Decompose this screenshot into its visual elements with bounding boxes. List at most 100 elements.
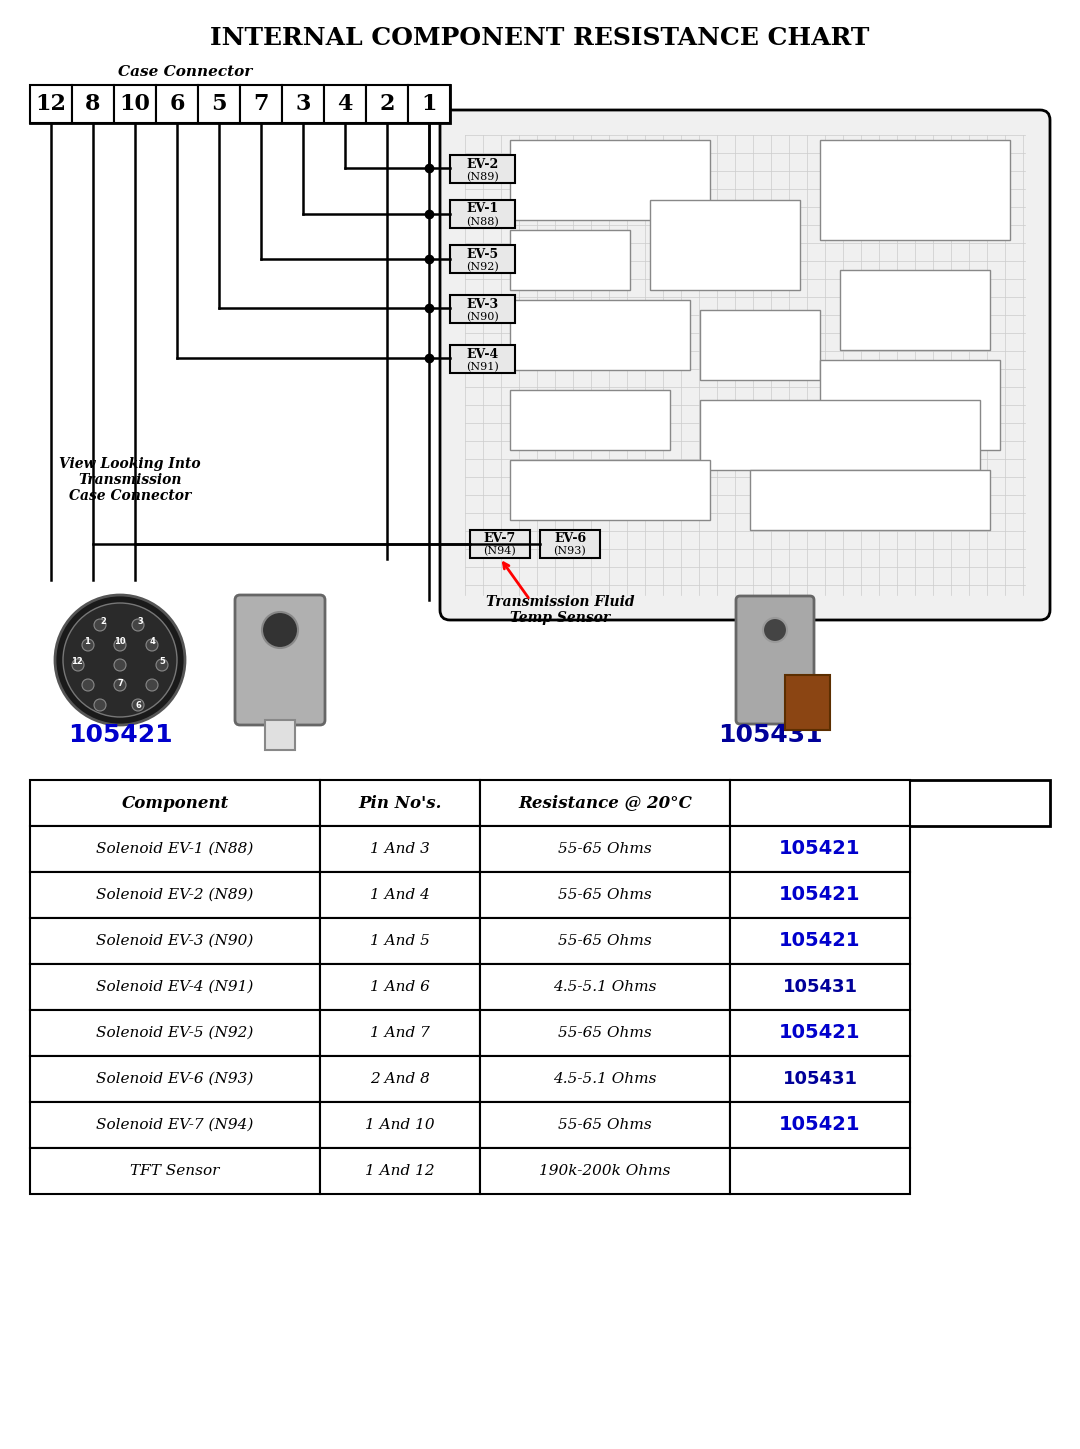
Text: INTERNAL COMPONENT RESISTANCE CHART: INTERNAL COMPONENT RESISTANCE CHART	[211, 26, 869, 51]
Text: 55-65 Ohms: 55-65 Ohms	[558, 842, 652, 856]
Bar	[30, 1056, 320, 1103]
Bar	[700, 400, 980, 469]
Text: 105421: 105421	[68, 723, 173, 748]
Text: 55-65 Ohms: 55-65 Ohms	[558, 1026, 652, 1040]
Bar	[282, 85, 324, 123]
Bar	[730, 780, 910, 826]
Bar	[30, 780, 1050, 826]
Circle shape	[72, 659, 84, 671]
Text: EV-6: EV-6	[554, 532, 586, 545]
Bar	[324, 85, 366, 123]
Text: 1 And 7: 1 And 7	[370, 1026, 430, 1040]
Bar	[320, 826, 480, 872]
Text: 1 And 5: 1 And 5	[370, 935, 430, 948]
Circle shape	[82, 639, 94, 651]
Text: 105431: 105431	[783, 978, 858, 995]
Circle shape	[82, 680, 94, 691]
Bar	[408, 85, 450, 123]
Text: (N89): (N89)	[467, 172, 499, 183]
Text: EV-5: EV-5	[467, 248, 499, 261]
Bar	[540, 530, 600, 558]
Text: EV-3: EV-3	[467, 297, 499, 310]
Text: Solenoid EV-5 (N92): Solenoid EV-5 (N92)	[96, 1026, 254, 1040]
Text: 4.5-5.1 Ohms: 4.5-5.1 Ohms	[553, 980, 657, 994]
Text: 2 And 8: 2 And 8	[370, 1072, 430, 1085]
Text: (N88): (N88)	[467, 217, 499, 227]
Bar	[30, 1148, 320, 1194]
Bar	[750, 469, 990, 530]
Bar	[30, 85, 72, 123]
Bar	[240, 85, 282, 123]
Text: 4.5-5.1 Ohms: 4.5-5.1 Ohms	[553, 1072, 657, 1085]
Text: 7: 7	[117, 680, 123, 688]
Bar	[320, 1148, 480, 1194]
Text: 4: 4	[337, 93, 353, 114]
Bar	[366, 85, 408, 123]
Bar	[480, 1148, 730, 1194]
Text: 1: 1	[421, 93, 436, 114]
Text: 55-65 Ohms: 55-65 Ohms	[558, 935, 652, 948]
Text: 1 And 3: 1 And 3	[370, 842, 430, 856]
Circle shape	[94, 698, 106, 711]
Circle shape	[114, 639, 126, 651]
Text: 105431: 105431	[783, 1069, 858, 1088]
Text: 105421: 105421	[780, 1116, 861, 1135]
Circle shape	[146, 680, 158, 691]
Circle shape	[262, 611, 298, 648]
Text: 105431: 105431	[718, 723, 822, 748]
Text: 105421: 105421	[780, 1023, 861, 1042]
FancyBboxPatch shape	[440, 110, 1050, 620]
Bar	[730, 1148, 910, 1194]
Bar	[820, 359, 1000, 451]
Text: 1 And 4: 1 And 4	[370, 888, 430, 901]
Bar	[30, 1010, 320, 1056]
Text: (N93): (N93)	[554, 546, 586, 556]
Text: EV-2: EV-2	[467, 158, 499, 171]
Text: Solenoid EV-2 (N89): Solenoid EV-2 (N89)	[96, 888, 254, 901]
Bar	[730, 919, 910, 964]
Text: View Looking Into
Transmission
Case Connector: View Looking Into Transmission Case Conn…	[59, 456, 201, 503]
Bar	[730, 964, 910, 1010]
Circle shape	[55, 596, 185, 724]
Text: (N90): (N90)	[467, 312, 499, 322]
Bar	[480, 1010, 730, 1056]
Circle shape	[114, 680, 126, 691]
Text: 12: 12	[36, 93, 67, 114]
Text: 8: 8	[85, 93, 100, 114]
Bar	[480, 826, 730, 872]
Bar	[450, 155, 515, 183]
Bar	[480, 1056, 730, 1103]
Text: 5: 5	[212, 93, 227, 114]
Bar	[480, 964, 730, 1010]
Text: EV-4: EV-4	[467, 348, 499, 361]
Text: 12: 12	[71, 658, 83, 667]
Bar	[30, 919, 320, 964]
Bar	[480, 780, 730, 826]
Bar	[510, 390, 670, 451]
Text: 5: 5	[159, 658, 165, 667]
Bar	[650, 200, 800, 290]
Text: 10: 10	[120, 93, 150, 114]
Bar	[700, 310, 820, 380]
Bar	[72, 85, 114, 123]
Text: 55-65 Ohms: 55-65 Ohms	[558, 888, 652, 901]
Text: 1 And 6: 1 And 6	[370, 980, 430, 994]
Text: Pin No's.: Pin No's.	[359, 794, 442, 811]
Circle shape	[94, 619, 106, 630]
Text: Transmission Fluid
Temp Sensor: Transmission Fluid Temp Sensor	[486, 596, 634, 625]
Bar	[320, 1103, 480, 1148]
Text: 1 And 12: 1 And 12	[365, 1164, 435, 1178]
Bar	[820, 141, 1010, 241]
Bar	[320, 964, 480, 1010]
Bar	[730, 872, 910, 919]
Text: Component: Component	[121, 794, 229, 811]
Text: 105421: 105421	[780, 839, 861, 858]
Text: Solenoid EV-1 (N88): Solenoid EV-1 (N88)	[96, 842, 254, 856]
Bar	[840, 270, 990, 351]
Text: 1: 1	[84, 638, 90, 646]
Text: (N92): (N92)	[467, 262, 499, 272]
Bar	[320, 872, 480, 919]
Bar	[320, 1010, 480, 1056]
Bar	[30, 1103, 320, 1148]
Text: Solenoid EV-7 (N94): Solenoid EV-7 (N94)	[96, 1119, 254, 1132]
